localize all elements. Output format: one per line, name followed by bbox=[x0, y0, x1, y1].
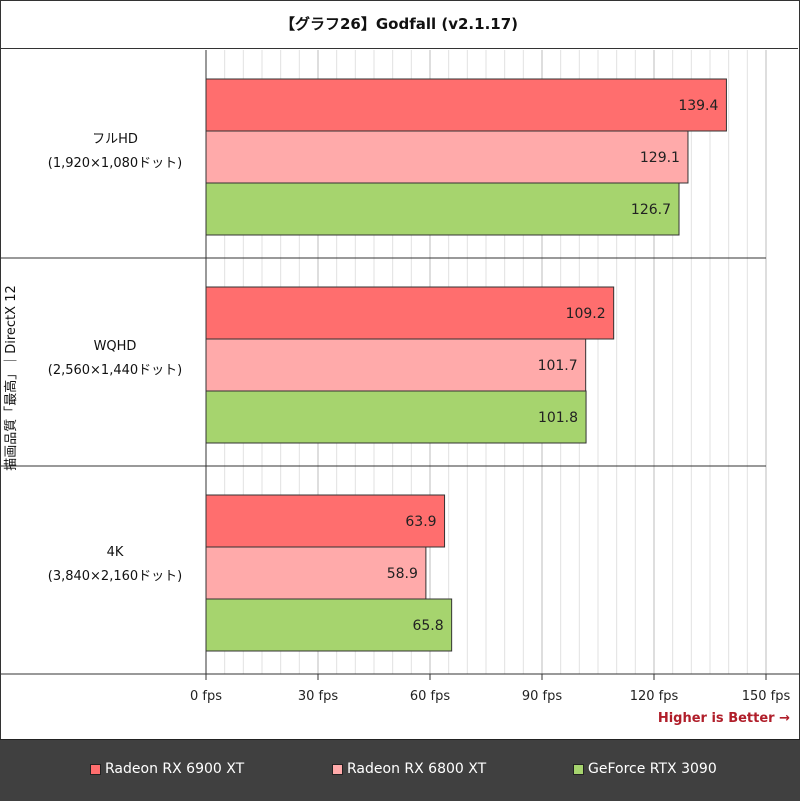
legend-label: Radeon RX 6800 XT bbox=[347, 761, 487, 777]
bar bbox=[205, 546, 427, 600]
category-label: フルHD (1,920×1,080ドット) bbox=[20, 128, 210, 176]
bar bbox=[205, 598, 453, 652]
x-tick-label: 60 fps bbox=[410, 689, 451, 704]
bar-value-label: 101.8 bbox=[538, 410, 578, 426]
legend-swatch bbox=[90, 763, 101, 775]
bar-value-label: 101.7 bbox=[538, 358, 578, 374]
bar bbox=[205, 182, 680, 236]
bar bbox=[205, 338, 587, 392]
category-label: WQHD (2,560×1,440ドット) bbox=[20, 335, 210, 383]
category-label: 4K (3,840×2,160ドット) bbox=[20, 541, 210, 589]
bar bbox=[205, 286, 615, 340]
x-tick-label: 0 fps bbox=[190, 689, 222, 704]
category-name: WQHD bbox=[93, 339, 137, 354]
bar-value-label: 63.9 bbox=[405, 514, 436, 530]
x-tick-label: 150 fps bbox=[742, 689, 791, 704]
category-name: 4K bbox=[106, 545, 124, 560]
bar-value-label: 109.2 bbox=[566, 306, 606, 322]
bar-value-label: 58.9 bbox=[387, 566, 418, 582]
chart-title: 【グラフ26】Godfall (v2.1.17) bbox=[0, 0, 798, 49]
bar-value-label: 139.4 bbox=[678, 98, 718, 114]
legend-swatch bbox=[573, 763, 584, 775]
legend-label: GeForce RTX 3090 bbox=[588, 761, 717, 777]
bar-value-label: 129.1 bbox=[640, 150, 680, 166]
x-tick-label: 120 fps bbox=[630, 689, 679, 704]
legend-item: Radeon RX 6900 XT bbox=[90, 761, 244, 777]
bar-value-label: 126.7 bbox=[631, 202, 671, 218]
legend-swatch bbox=[332, 763, 343, 775]
bar bbox=[205, 130, 689, 184]
x-tick-label: 90 fps bbox=[522, 689, 563, 704]
bar-value-label: 65.8 bbox=[412, 618, 443, 634]
legend-item: Radeon RX 6800 XT bbox=[332, 761, 486, 777]
chart-plot: 139.4 129.1 126.7 109.2 101.7 101.8 63.9 58.9 65… bbox=[1, 50, 799, 704]
category-name: フルHD bbox=[92, 132, 138, 147]
higher-is-better-note: Higher is Better → bbox=[657, 711, 790, 726]
legend-item: GeForce RTX 3090 bbox=[573, 761, 717, 777]
category-sub: (2,560×1,440ドット) bbox=[47, 363, 183, 378]
category-sub: (1,920×1,080ドット) bbox=[47, 156, 183, 171]
category-sub: (3,840×2,160ドット) bbox=[47, 569, 183, 584]
legend: Radeon RX 6900 XT Radeon RX 6800 XT GeFo… bbox=[0, 739, 800, 801]
bar bbox=[205, 494, 446, 548]
bar bbox=[205, 390, 587, 444]
x-tick-label: 30 fps bbox=[298, 689, 339, 704]
legend-label: Radeon RX 6900 XT bbox=[105, 761, 245, 777]
bar bbox=[205, 78, 727, 132]
